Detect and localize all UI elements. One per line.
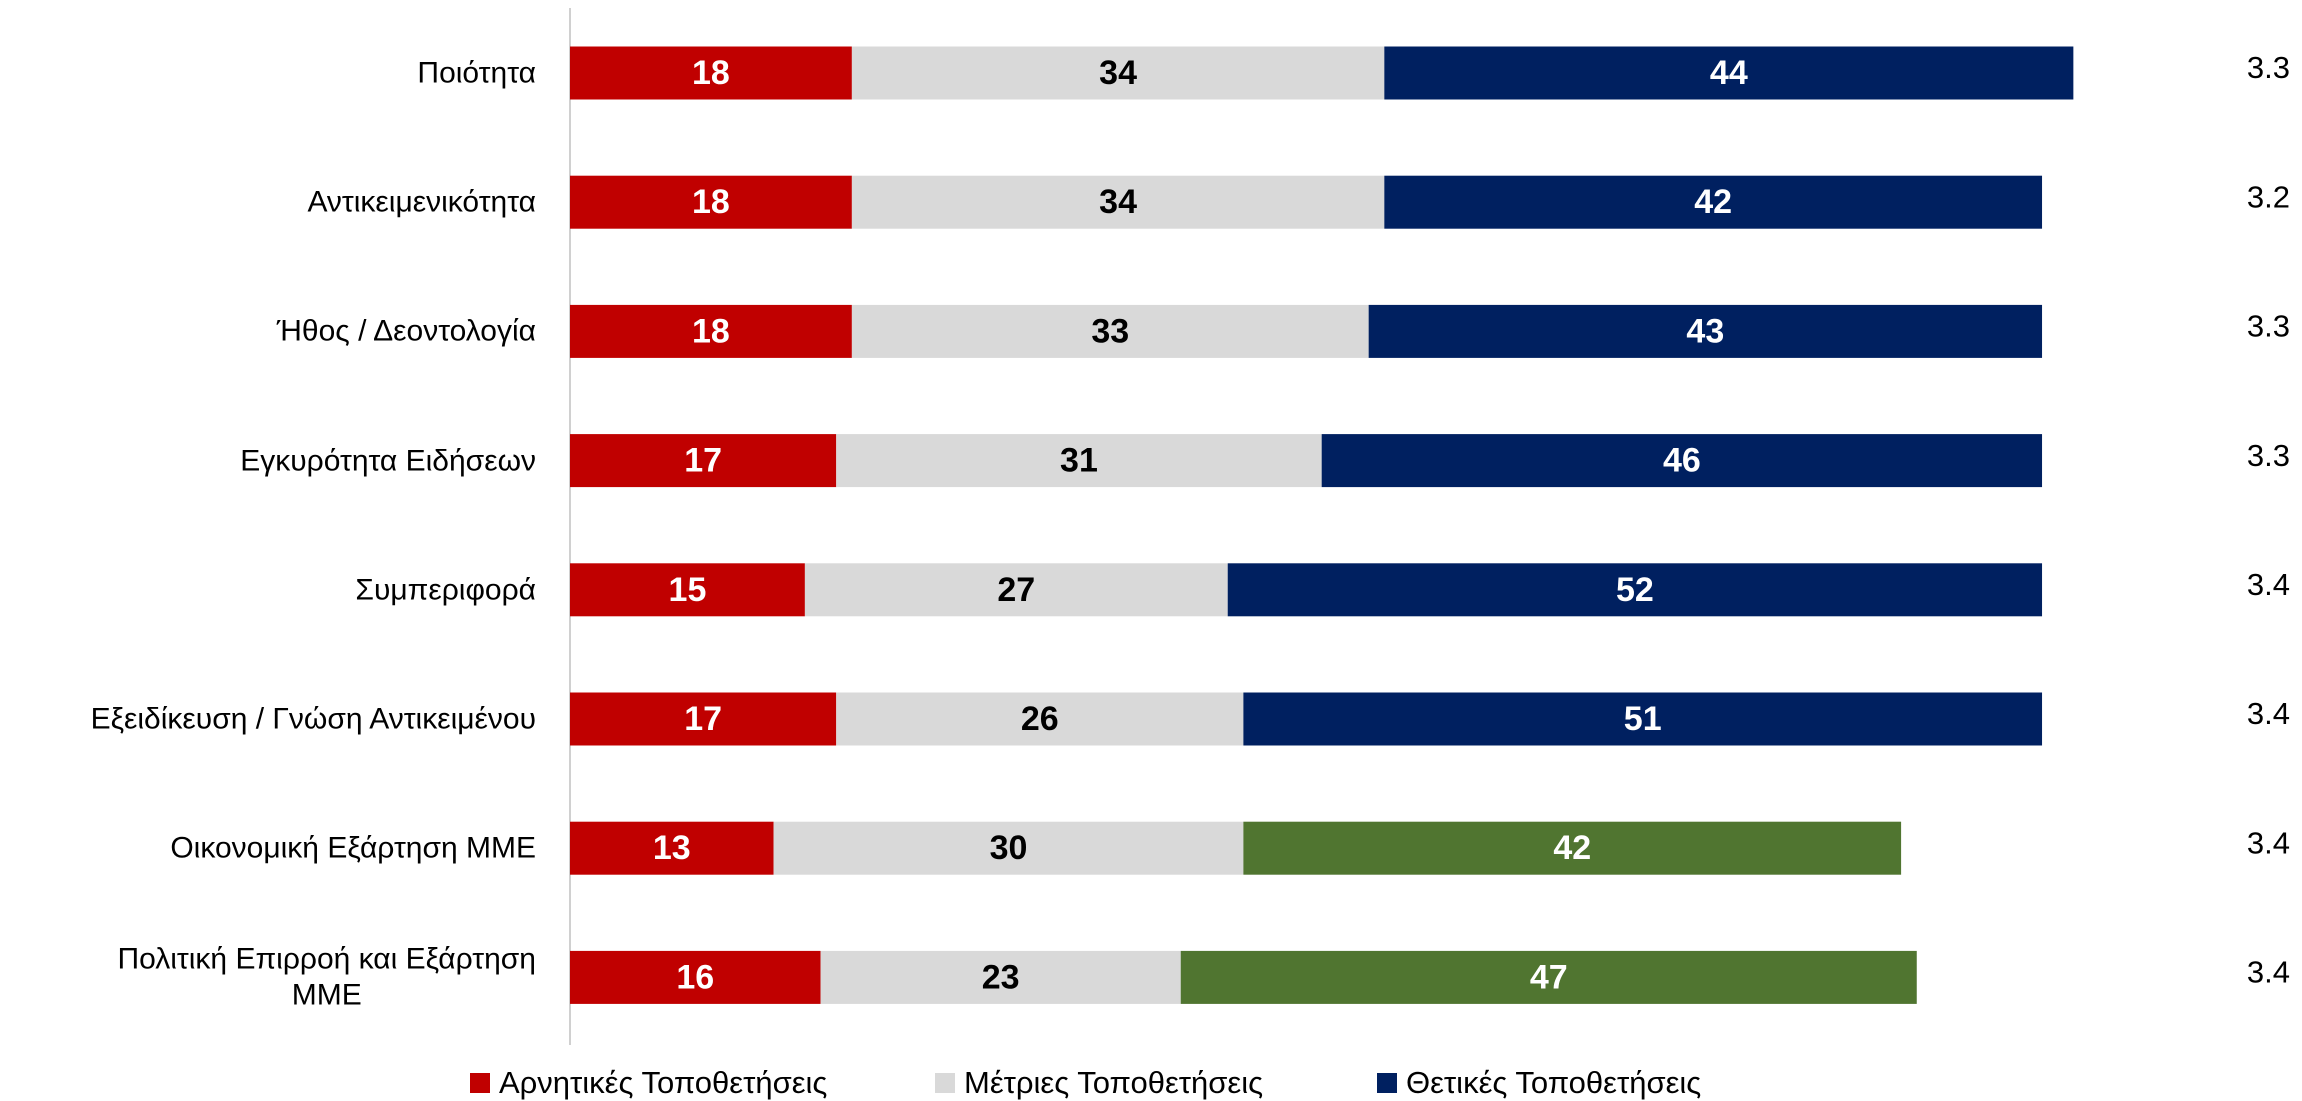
legend-label: Μέτριες Τοποθετήσεις [964,1065,1263,1100]
bar-segment [570,434,837,488]
category-label: Αντικειμενικότητα [307,185,536,219]
category-label: Ποιότητα [417,56,536,90]
category-label: Εγκυρότητα Ειδήσεων [240,443,536,477]
bar-segment [570,692,837,746]
category-label: Οικονομική Εξάρτηση ΜΜΕ [170,831,536,865]
category-label: Ήθος / Δεοντολογία [276,314,536,348]
bar-segment [1321,434,2043,488]
bar-segment [1384,46,2074,100]
side-value: 3.2 [2247,179,2290,214]
value-label: 18 [692,54,730,92]
bar-segment [570,304,852,358]
bar-segment [1227,563,2043,617]
bar-segment [851,46,1385,100]
value-label: 43 [1686,312,1724,350]
value-label: 16 [676,958,714,996]
value-label: 42 [1553,829,1591,867]
legend-label: Θετικές Τοποθετήσεις [1406,1065,1701,1100]
bar-segment [1243,821,1902,875]
value-label: 52 [1616,571,1654,609]
value-label: 18 [692,183,730,221]
value-label: 15 [669,571,707,609]
bar-segment [570,950,821,1004]
bar-segment [773,821,1244,875]
bar-segment [851,304,1369,358]
legend-swatch [935,1073,955,1093]
value-label: 31 [1060,442,1098,480]
value-label: 33 [1091,312,1129,350]
side-value: 3.4 [2247,696,2290,731]
value-label: 18 [692,312,730,350]
legend-label: Αρνητικές Τοποθετήσεις [499,1065,827,1100]
bar-segment [1243,692,2043,746]
bar-segment [836,434,1322,488]
value-label: 34 [1099,183,1137,221]
value-label: 13 [653,829,691,867]
bar-segment [570,46,852,100]
value-label: 47 [1530,958,1568,996]
value-label: 44 [1710,54,1748,92]
bar-segment [804,563,1228,617]
value-label: 17 [684,700,722,738]
bar-segment [1384,175,2043,229]
value-label: 27 [997,571,1035,609]
legend-swatch [1377,1073,1397,1093]
bar-segment [820,950,1181,1004]
value-label: 46 [1663,442,1701,480]
bar-segment [570,563,805,617]
category-label: Εξειδίκευση / Γνώση Αντικειμένου [90,702,536,736]
value-label: 23 [982,958,1020,996]
side-value: 3.4 [2247,567,2290,602]
value-label: 26 [1021,700,1059,738]
value-label: 30 [990,829,1028,867]
side-value: 3.3 [2247,50,2290,85]
side-value: 3.4 [2247,955,2290,990]
bar-segment [1180,950,1917,1004]
bar-segment [1368,304,2043,358]
side-value: 3.4 [2247,825,2290,860]
value-label: 34 [1099,54,1137,92]
category-label: Συμπεριφορά [355,573,536,607]
category-label: Πολιτική Επιρροή και Εξάρτηση ΜΜΕ [117,943,536,1012]
value-label: 42 [1694,183,1732,221]
value-label: 51 [1624,700,1662,738]
bar-segment [836,692,1244,746]
bar-segment [570,175,852,229]
side-value: 3.3 [2247,438,2290,473]
legend-swatch [470,1073,490,1093]
bar-segment [851,175,1385,229]
side-value: 3.3 [2247,309,2290,344]
value-label: 17 [684,442,722,480]
bar-segment [570,821,774,875]
